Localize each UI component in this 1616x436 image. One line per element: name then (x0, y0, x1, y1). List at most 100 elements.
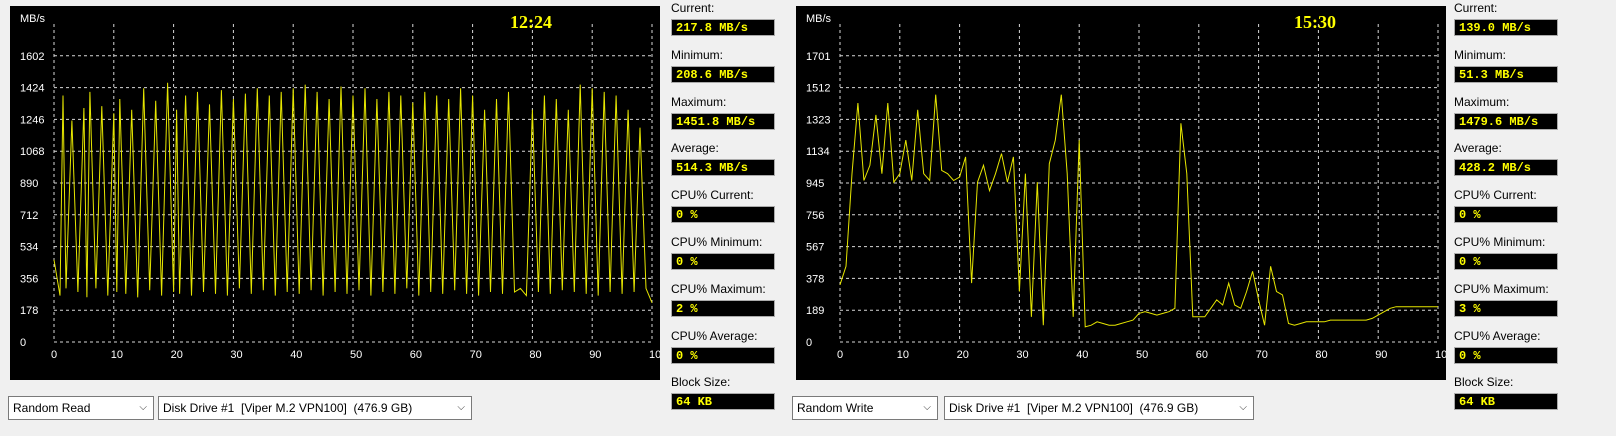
stat-value: 1479.6 MB/s (1454, 112, 1558, 130)
stat-label: Block Size: (671, 375, 731, 390)
stat-value: 428.2 MB/s (1454, 159, 1558, 177)
stat-8: Block Size: 64 KB (1454, 375, 1572, 411)
x-tick-label: 20 (957, 349, 969, 361)
y-unit-label: MB/s (20, 13, 46, 25)
throughput-series-line (53, 82, 653, 303)
x-tick-label: 90 (1375, 349, 1387, 361)
stat-value: 3 % (1454, 299, 1558, 317)
y-tick-label: 378 (806, 273, 824, 285)
x-tick-label: 80 (529, 349, 541, 361)
x-tick-label: 30 (1016, 349, 1028, 361)
stat-value: 0 % (1454, 253, 1558, 270)
x-tick-label: 20 (171, 349, 183, 361)
stat-value: 514.3 MB/s (671, 159, 775, 177)
x-tick-label: 100 (1435, 349, 1446, 361)
x-tick-label: 10 (897, 349, 909, 361)
stat-2: Maximum: 1479.6 MB/s (1454, 95, 1572, 130)
stat-label: Current: (1454, 1, 1498, 15)
x-tick-label: 60 (410, 349, 422, 361)
y-tick-label: 178 (20, 305, 38, 317)
stat-value: 64 KB (671, 393, 775, 411)
y-tick-label: 890 (20, 178, 38, 190)
stat-4: CPU% Current: 0 % (1454, 188, 1572, 224)
y-tick-label: 534 (20, 242, 38, 254)
y-tick-label: 1068 (20, 146, 44, 158)
y-tick-label: 1512 (806, 83, 830, 95)
stat-label: Current: (671, 1, 715, 15)
x-tick-label: 50 (1136, 349, 1148, 361)
clock-label: 15:30 (1294, 12, 1336, 32)
x-tick-label: 70 (1256, 349, 1268, 361)
y-tick-label: 0 (20, 337, 26, 349)
stat-value: 2 % (671, 299, 775, 317)
stat-value: 1451.8 MB/s (671, 112, 775, 130)
x-tick-label: 30 (230, 349, 242, 361)
y-tick-label: 567 (806, 242, 824, 254)
stat-4: CPU% Current: 0 % (671, 188, 789, 224)
stat-value: 0 % (671, 253, 775, 270)
stat-value: 51.3 MB/s (1454, 65, 1558, 83)
drive-select-write-value: Disk Drive #1 [Viper M.2 VPN100] (476.9 … (949, 401, 1199, 415)
stat-0: Current: 139.0 MB/s (1454, 1, 1572, 36)
y-tick-label: 1134 (806, 146, 830, 158)
stat-value: 0 % (1454, 346, 1558, 364)
stat-label: Block Size: (1454, 375, 1514, 390)
y-tick-label: 0 (806, 337, 812, 349)
stat-5: CPU% Minimum: 0 % (1454, 235, 1572, 270)
stat-label: CPU% Minimum: (1454, 235, 1546, 249)
stat-value: 0 % (671, 346, 775, 364)
drive-select-read[interactable]: Disk Drive #1 [Viper M.2 VPN100] (476.9 … (158, 396, 472, 420)
x-tick-label: 100 (649, 349, 660, 361)
y-tick-label: 1246 (20, 114, 44, 126)
throughput-series-line (839, 94, 1438, 328)
stat-7: CPU% Average: 0 % (1454, 329, 1572, 364)
stat-value: 64 KB (1454, 393, 1558, 411)
x-tick-label: 10 (111, 349, 123, 361)
chevron-down-icon: ⌵ (457, 402, 465, 413)
stat-label: Minimum: (671, 47, 724, 62)
test-mode-select-read-value: Random Read (13, 401, 91, 415)
test-mode-select-write-value: Random Write (797, 401, 874, 415)
read-panel: 0 178 356 534 712 890 1068 1246 1424 1602 0 10 20 30 4… (0, 0, 790, 436)
x-tick-label: 90 (589, 349, 601, 361)
stat-2: Maximum: 1451.8 MB/s (671, 95, 789, 130)
drive-select-write[interactable]: Disk Drive #1 [Viper M.2 VPN100] (476.9 … (944, 396, 1254, 420)
y-tick-label: 189 (806, 305, 824, 317)
read-graph: 0 178 356 534 712 890 1068 1246 1424 1602 0 10 20 30 4… (10, 6, 660, 380)
chevron-down-icon: ⌵ (1239, 402, 1247, 413)
test-mode-select-write[interactable]: Random Write ⌵ (792, 396, 938, 420)
stat-label: CPU% Average: (1454, 328, 1541, 343)
y-tick-label: 1602 (20, 51, 44, 63)
y-tick-label: 712 (20, 210, 38, 222)
y-tick-label: 1323 (806, 114, 830, 126)
stat-label: CPU% Maximum: (671, 281, 766, 296)
read-chart-svg: 0 178 356 534 712 890 1068 1246 1424 1602 0 10 20 30 4… (20, 12, 660, 361)
drive-select-read-value: Disk Drive #1 [Viper M.2 VPN100] (476.9 … (163, 401, 413, 415)
x-tick-label: 0 (837, 349, 843, 361)
x-tick-label: 40 (1076, 349, 1088, 361)
stat-value: 217.8 MB/s (671, 19, 775, 36)
clock-label: 12:24 (510, 12, 552, 32)
stat-label: CPU% Current: (1454, 188, 1537, 203)
stat-label: Maximum: (1454, 94, 1510, 109)
chevron-down-icon: ⌵ (139, 402, 147, 413)
write-chart-svg: 0 189 378 567 756 945 1134 1323 1512 1701 0 10 20 30 4… (806, 12, 1446, 361)
stat-label: CPU% Maximum: (1454, 281, 1549, 296)
stat-7: CPU% Average: 0 % (671, 329, 789, 364)
y-tick-label: 1424 (20, 83, 44, 95)
stat-label: Average: (1454, 141, 1502, 156)
test-mode-select-read[interactable]: Random Read ⌵ (8, 396, 154, 420)
write-panel: 0 189 378 567 756 945 1134 1323 1512 1701 0 10 20 30 4… (790, 0, 1616, 436)
x-tick-label: 40 (290, 349, 302, 361)
stat-label: Average: (671, 141, 719, 156)
x-tick-label: 50 (350, 349, 362, 361)
stat-value: 208.6 MB/s (671, 65, 775, 83)
write-graph: 0 189 378 567 756 945 1134 1323 1512 1701 0 10 20 30 4… (796, 6, 1446, 380)
stat-label: CPU% Average: (671, 328, 758, 343)
stat-6: CPU% Maximum: 3 % (1454, 282, 1572, 317)
stat-6: CPU% Maximum: 2 % (671, 282, 789, 317)
stat-value: 139.0 MB/s (1454, 19, 1558, 36)
stat-5: CPU% Minimum: 0 % (671, 235, 789, 270)
stat-3: Average: 428.2 MB/s (1454, 141, 1572, 177)
stat-value: 0 % (671, 206, 775, 224)
